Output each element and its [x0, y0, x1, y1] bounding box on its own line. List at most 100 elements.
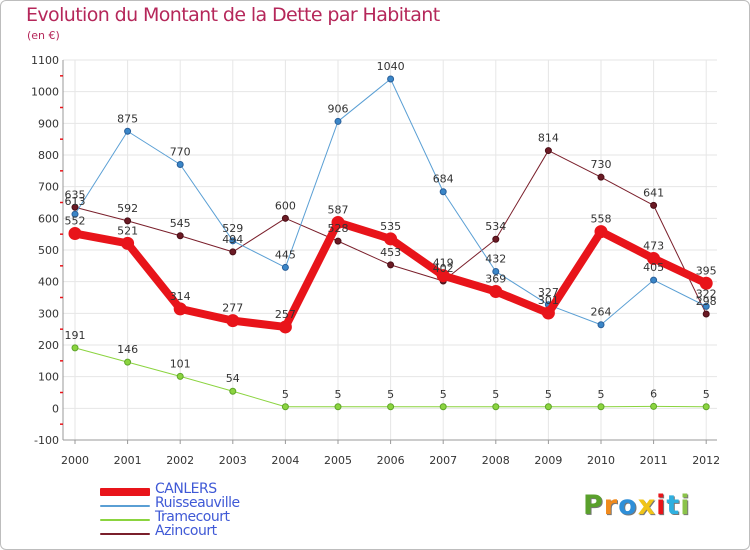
y-tick-label: 200	[38, 339, 59, 352]
data-point-canlers	[594, 225, 608, 239]
data-label-azincourt: 600	[275, 199, 296, 212]
data-label-azincourt: 453	[380, 246, 401, 259]
data-label-ruisseauville: 1040	[377, 60, 405, 73]
data-label-tramecourt: 5	[282, 388, 289, 401]
data-label-canlers: 314	[170, 290, 191, 303]
data-point-azincourt	[650, 201, 658, 209]
data-point-tramecourt	[492, 403, 500, 411]
data-label-azincourt: 592	[117, 202, 138, 215]
data-point-ruisseauville	[650, 276, 658, 284]
data-label-tramecourt: 146	[117, 343, 138, 356]
data-label-azincourt: 528	[328, 222, 349, 235]
data-label-canlers: 277	[222, 302, 243, 315]
data-point-canlers	[331, 215, 345, 229]
data-label-canlers: 369	[485, 272, 506, 285]
data-label-tramecourt: 5	[598, 388, 605, 401]
logo-letter: o	[618, 490, 638, 521]
data-label-canlers: 257	[275, 308, 296, 321]
y-tick-label: 600	[38, 212, 59, 225]
proxiti-logo: Proxiti	[583, 490, 691, 521]
data-label-ruisseauville: 770	[170, 146, 191, 159]
legend-swatch	[100, 505, 150, 507]
data-point-azincourt	[176, 232, 184, 240]
data-point-canlers	[647, 252, 661, 266]
data-point-ruisseauville	[71, 210, 79, 218]
data-point-azincourt	[334, 237, 342, 245]
data-point-tramecourt	[229, 387, 237, 395]
data-point-azincourt	[492, 235, 500, 243]
data-label-canlers: 473	[643, 240, 664, 253]
x-tick-label: 2001	[114, 454, 142, 467]
data-label-tramecourt: 54	[226, 372, 240, 385]
data-label-tramecourt: 5	[440, 388, 447, 401]
y-tick-label: 700	[38, 181, 59, 194]
y-tick-label: 1100	[31, 54, 59, 67]
data-label-azincourt: 298	[696, 295, 717, 308]
legend-swatch	[100, 533, 150, 535]
legend-label: Tramecourt	[155, 509, 230, 525]
data-label-canlers: 301	[538, 294, 559, 307]
legend-item-azincourt: Azincourt	[100, 523, 340, 541]
data-point-canlers	[489, 284, 503, 298]
data-point-tramecourt	[597, 403, 605, 411]
x-tick-label: 2012	[692, 454, 720, 467]
data-point-canlers	[384, 232, 398, 246]
y-tick-label: -100	[34, 434, 59, 447]
data-label-ruisseauville: 405	[643, 261, 664, 274]
data-label-azincourt: 641	[643, 186, 664, 199]
x-tick-label: 2006	[377, 454, 405, 467]
data-label-canlers: 552	[65, 215, 86, 228]
y-tick-label: 1000	[31, 86, 59, 99]
x-tick-label: 2005	[324, 454, 352, 467]
data-point-azincourt	[597, 173, 605, 181]
legend-item-canlers: CANLERS	[100, 481, 340, 499]
logo-letter: t	[666, 490, 681, 521]
x-tick-label: 2000	[61, 454, 89, 467]
data-label-ruisseauville: 613	[65, 195, 86, 208]
data-point-canlers	[173, 302, 187, 316]
data-point-ruisseauville	[176, 161, 184, 168]
data-point-azincourt	[281, 214, 289, 222]
data-label-ruisseauville: 529	[222, 222, 243, 235]
data-point-tramecourt	[544, 403, 552, 411]
data-point-canlers	[226, 314, 240, 328]
data-label-azincourt: 730	[591, 158, 612, 171]
data-point-ruisseauville	[597, 321, 605, 329]
data-label-ruisseauville: 684	[433, 173, 454, 186]
data-point-tramecourt	[176, 372, 184, 380]
data-label-ruisseauville: 875	[117, 112, 138, 125]
data-point-azincourt	[124, 217, 132, 225]
data-label-tramecourt: 6	[650, 387, 657, 400]
data-label-ruisseauville: 432	[485, 253, 506, 266]
data-label-azincourt: 814	[538, 132, 559, 145]
legend-label: CANLERS	[155, 481, 217, 497]
data-point-ruisseauville	[229, 237, 237, 245]
data-point-ruisseauville	[334, 117, 342, 125]
y-tick-label: 300	[38, 307, 59, 320]
data-point-canlers	[121, 236, 135, 250]
y-tick-label: 800	[38, 149, 59, 162]
data-point-azincourt	[544, 147, 552, 155]
legend-label: Azincourt	[155, 523, 217, 539]
legend: CANLERS Ruisseauville Tramecourt Azincou…	[100, 481, 340, 541]
data-label-ruisseauville: 264	[591, 306, 612, 319]
data-point-ruisseauville	[492, 268, 500, 276]
data-point-azincourt	[387, 261, 395, 269]
data-point-ruisseauville	[281, 263, 289, 271]
data-label-azincourt: 635	[65, 188, 86, 201]
data-point-ruisseauville	[702, 302, 710, 310]
data-point-azincourt	[702, 310, 710, 318]
data-point-tramecourt	[387, 403, 395, 411]
data-label-ruisseauville: 322	[696, 287, 717, 300]
data-label-canlers: 558	[591, 213, 612, 226]
data-label-azincourt: 545	[170, 217, 191, 230]
data-point-canlers	[436, 269, 450, 283]
data-label-canlers: 521	[117, 224, 138, 237]
data-point-ruisseauville	[439, 188, 447, 196]
data-point-tramecourt	[650, 402, 658, 410]
data-point-canlers	[699, 276, 713, 290]
legend-item-ruisseauville: Ruisseauville	[100, 495, 340, 513]
x-tick-label: 2008	[482, 454, 510, 467]
legend-swatch	[100, 519, 150, 521]
